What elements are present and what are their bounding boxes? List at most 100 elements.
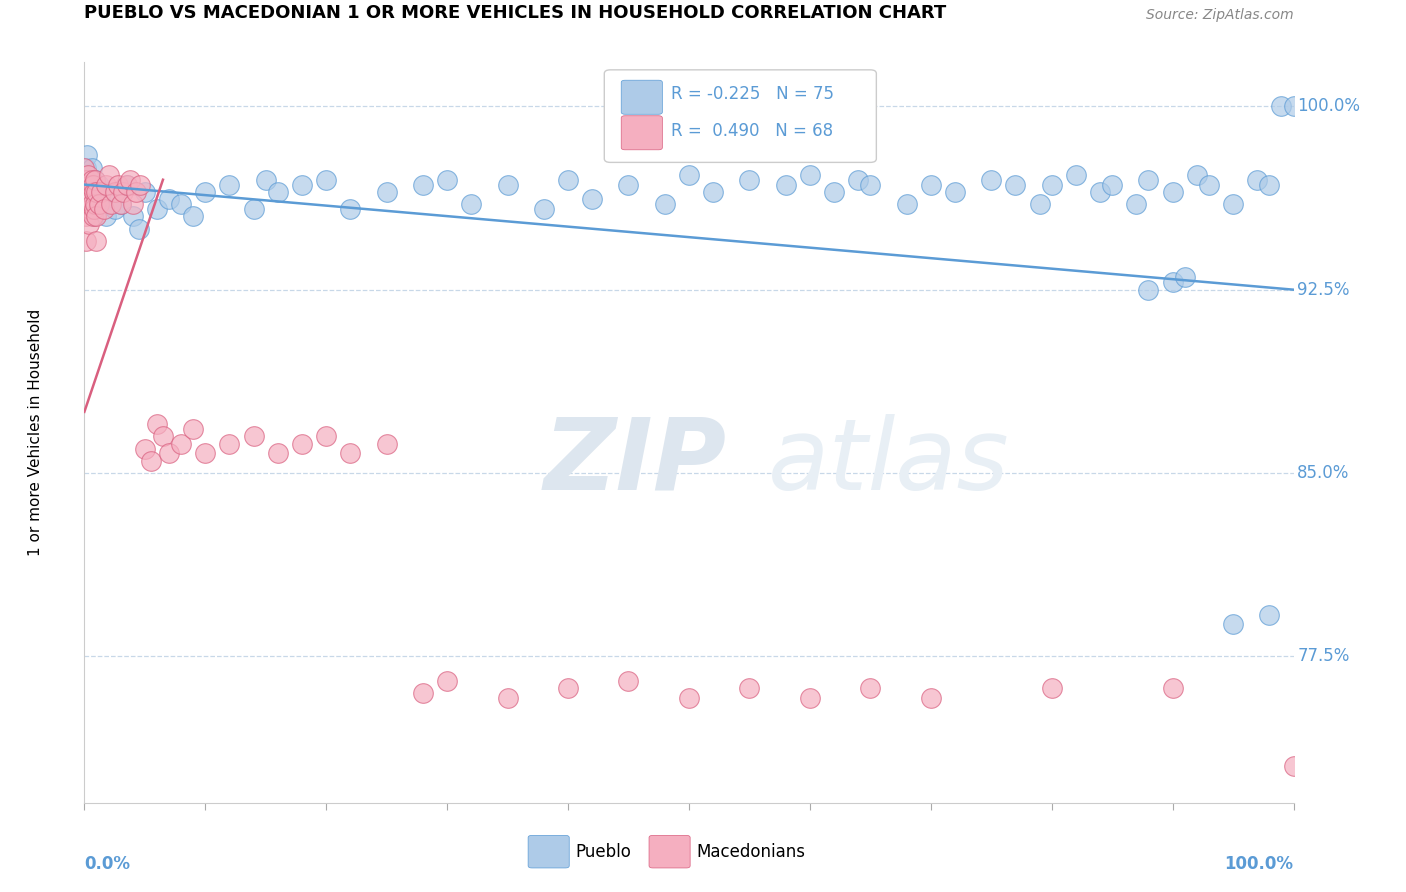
Point [94, 178, 117, 192]
Point [291, 178, 314, 192]
Point [738, 681, 761, 695]
Point [436, 172, 458, 186]
Point [83, 202, 105, 216]
Text: R =  0.490   N = 68: R = 0.490 N = 68 [671, 122, 832, 140]
Point [181, 422, 204, 436]
Point [170, 197, 193, 211]
Point [80, 161, 103, 175]
Point [1282, 99, 1305, 113]
Point [1161, 276, 1184, 290]
Point [1064, 168, 1087, 182]
Point [799, 690, 821, 705]
Point [157, 446, 180, 460]
Point [533, 202, 555, 216]
Point [267, 446, 290, 460]
Point [1161, 185, 1184, 199]
Point [460, 197, 482, 211]
FancyBboxPatch shape [529, 836, 569, 868]
Point [1246, 172, 1268, 186]
Text: R = -0.225   N = 75: R = -0.225 N = 75 [671, 86, 834, 103]
Point [1258, 178, 1281, 192]
Text: 85.0%: 85.0% [1298, 464, 1350, 482]
Point [823, 185, 845, 199]
FancyBboxPatch shape [621, 116, 662, 150]
Point [1004, 178, 1026, 192]
Point [218, 178, 240, 192]
Text: Macedonians: Macedonians [696, 844, 806, 862]
Point [115, 178, 138, 192]
Point [194, 185, 217, 199]
Point [73, 197, 96, 211]
Point [617, 673, 640, 688]
Point [436, 673, 458, 688]
Text: 77.5%: 77.5% [1298, 648, 1350, 665]
Point [86, 185, 108, 199]
Point [75, 234, 97, 248]
Point [76, 148, 98, 162]
Point [77, 217, 100, 231]
Point [1040, 178, 1063, 192]
Point [557, 681, 579, 695]
Point [128, 221, 150, 235]
Point [375, 436, 398, 450]
Point [73, 161, 96, 175]
Point [121, 197, 143, 211]
Point [146, 202, 169, 216]
Point [896, 197, 918, 211]
Point [980, 172, 1002, 186]
Point [91, 197, 114, 211]
Point [412, 178, 434, 192]
Point [110, 197, 132, 211]
Point [799, 168, 821, 182]
Point [77, 202, 100, 216]
Point [134, 442, 156, 456]
Point [77, 172, 100, 186]
Point [83, 210, 105, 224]
Point [1028, 197, 1050, 211]
Point [104, 185, 127, 199]
Point [146, 417, 169, 431]
Point [170, 436, 193, 450]
Point [97, 185, 120, 199]
Point [125, 185, 148, 199]
Point [1198, 178, 1220, 192]
Point [76, 178, 98, 192]
Point [1088, 185, 1111, 199]
Point [557, 172, 579, 186]
Text: 92.5%: 92.5% [1298, 281, 1350, 299]
Point [194, 446, 217, 460]
Point [315, 172, 337, 186]
Point [339, 202, 361, 216]
Point [920, 690, 942, 705]
Point [80, 172, 103, 186]
Point [82, 178, 104, 192]
Point [97, 168, 120, 182]
Text: Pueblo: Pueblo [575, 844, 631, 862]
Point [1125, 197, 1147, 211]
Point [79, 197, 101, 211]
Point [93, 202, 115, 216]
Point [152, 429, 174, 443]
Point [100, 197, 122, 211]
Point [496, 178, 519, 192]
Point [157, 192, 180, 206]
Point [115, 178, 138, 192]
Point [75, 172, 97, 186]
Point [1137, 283, 1160, 297]
Point [104, 202, 127, 216]
Point [1270, 99, 1292, 113]
Point [254, 172, 277, 186]
Point [80, 197, 103, 211]
Point [79, 178, 101, 192]
Point [1040, 681, 1063, 695]
Point [496, 690, 519, 705]
Point [1222, 617, 1244, 632]
Point [86, 185, 108, 199]
Point [1282, 759, 1305, 773]
Point [1185, 168, 1208, 182]
Point [77, 168, 100, 182]
Point [1101, 178, 1123, 192]
Point [107, 178, 129, 192]
Point [291, 436, 314, 450]
Text: 100.0%: 100.0% [1298, 97, 1360, 115]
